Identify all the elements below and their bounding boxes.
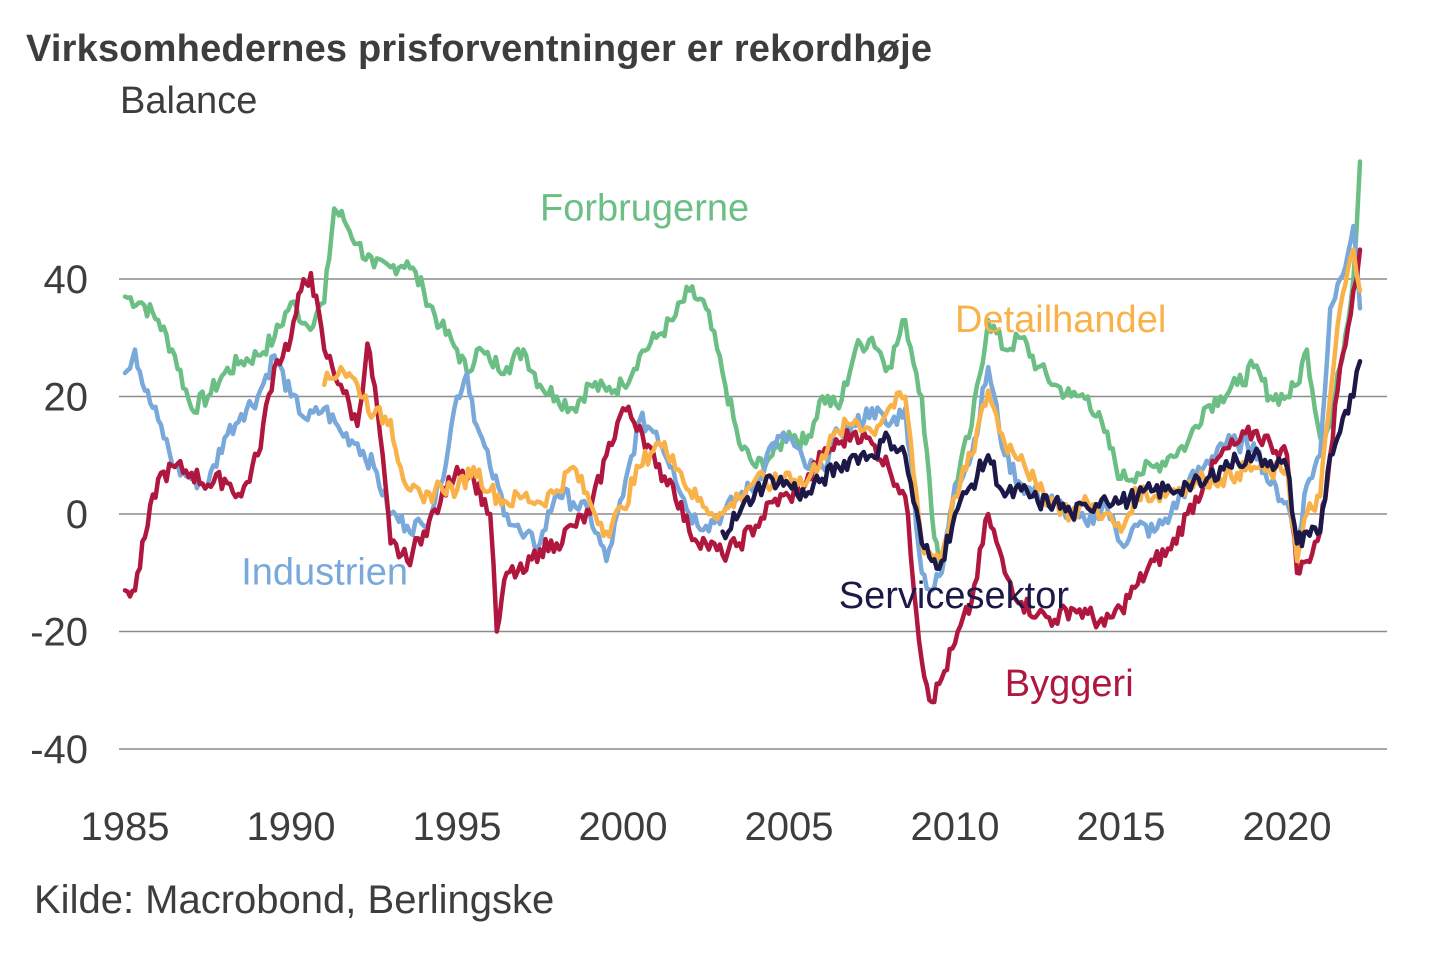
series-label-industrien: Industrien (241, 552, 408, 594)
series-label-byggeri: Byggeri (1005, 663, 1134, 705)
source-note: Kilde: Macrobond, Berlingske (34, 878, 555, 922)
y-tick-labels: 40 20 0 -20 -40 (30, 258, 88, 772)
x-tick-label: 2010 (911, 805, 1000, 849)
y-tick-label: 0 (66, 493, 88, 537)
series-label-servicesektor: Servicesektor (839, 575, 1070, 617)
x-tick-label: 1995 (413, 805, 502, 849)
y-tick-label: 40 (44, 258, 89, 302)
y-tick-label: -40 (30, 728, 88, 772)
x-tick-label: 1985 (81, 805, 170, 849)
series-line-servicesektor (720, 359, 1363, 571)
x-tick-labels: 1985 1990 1995 2000 2005 2010 2015 2020 (81, 805, 1332, 849)
x-tick-label: 2005 (745, 805, 834, 849)
gridlines (119, 278, 1387, 750)
x-tick-label: 1990 (247, 805, 336, 849)
series-line-forbrugerne (122, 159, 1363, 576)
y-axis-label: Balance (120, 80, 258, 122)
y-tick-label: -20 (30, 611, 88, 655)
chart-title: Virksomhedernes prisforventninger er rek… (26, 28, 933, 70)
series-lines (122, 159, 1363, 705)
series-label-detailhandel: Detailhandel (955, 299, 1166, 341)
x-tick-label: 2000 (579, 805, 668, 849)
x-tick-label: 2020 (1243, 805, 1332, 849)
series-labels: Forbrugerne Industrien Byggeri Detailhandel… (241, 187, 1166, 705)
x-tick-label: 2015 (1077, 805, 1166, 849)
y-tick-label: 20 (44, 376, 89, 420)
series-line-detailhandel (321, 247, 1363, 564)
series-label-forbrugerne: Forbrugerne (540, 187, 749, 229)
series-line-byggeri (122, 247, 1363, 705)
